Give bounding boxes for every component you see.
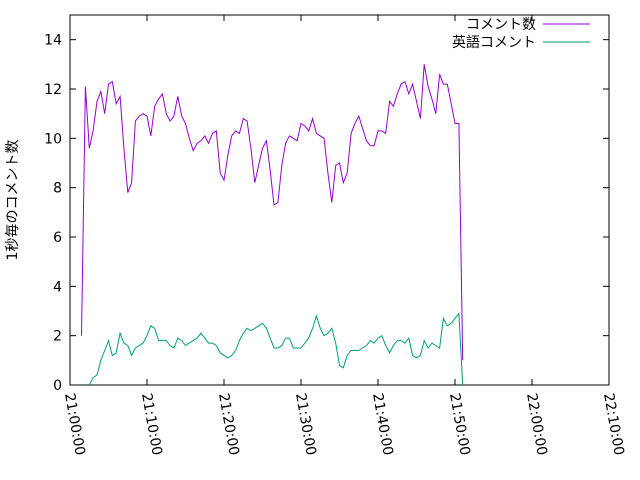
- legend-label: 英語コメント: [452, 34, 536, 51]
- y-tick-label: 12: [44, 82, 62, 98]
- y-axis-label: 1秒毎のコメント数: [5, 140, 21, 261]
- x-tick-label: 22:00:00: [523, 392, 550, 457]
- x-tick-label: 21:30:00: [292, 392, 319, 457]
- x-tick-label: 21:00:00: [61, 392, 88, 457]
- x-tick-label: 21:40:00: [369, 392, 396, 457]
- y-tick-label: 10: [44, 131, 62, 147]
- chart-axes: 0 2 4 6 8 10 12 14 21:00:00 21:10:00 21:20:00 21:30…: [44, 14, 627, 457]
- y-tick-label: 8: [53, 181, 62, 197]
- y-tick-label: 6: [53, 230, 62, 246]
- series-line-0: [81, 64, 464, 361]
- y-tick-label: 2: [53, 329, 62, 345]
- chart-series: [81, 64, 464, 386]
- y-tick-label: 4: [53, 279, 62, 295]
- x-tick-label: 21:10:00: [138, 392, 165, 457]
- legend-label: コメント数: [466, 17, 536, 33]
- x-tick-label: 22:10:00: [600, 392, 627, 457]
- y-tick-label: 0: [53, 378, 62, 394]
- x-tick-label: 21:50:00: [446, 392, 473, 457]
- y-tick-label: 14: [44, 33, 62, 49]
- plot-frame: [69, 14, 610, 386]
- series-line-1: [88, 312, 464, 386]
- x-tick-label: 21:20:00: [215, 392, 242, 457]
